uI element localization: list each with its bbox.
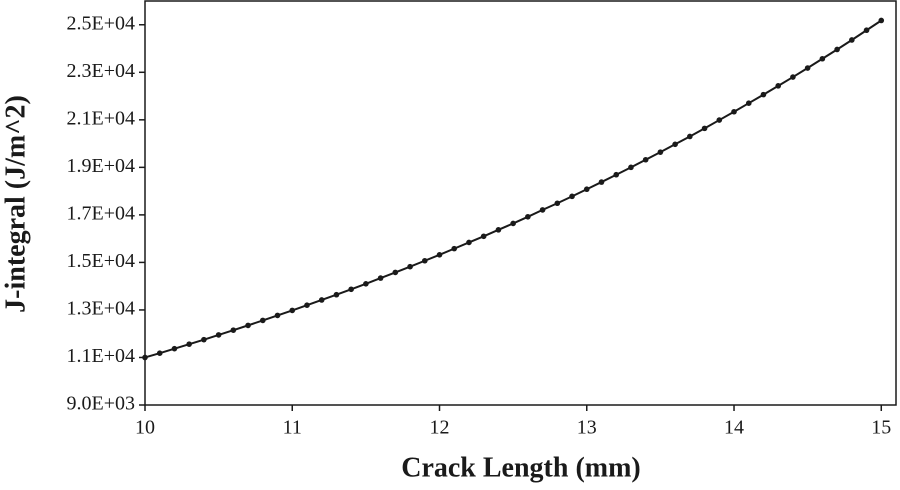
data-point [760, 91, 767, 98]
data-point [687, 133, 693, 140]
data-point [539, 207, 546, 213]
y-tick-label: 2.1E+04 [67, 107, 136, 129]
y-tick-label: 9.0E+03 [67, 393, 136, 415]
x-axis-title: Crack Length (mm) [401, 452, 641, 483]
data-point [819, 55, 826, 62]
data-point [171, 345, 178, 352]
data-point [701, 125, 708, 132]
x-tick-label: 10 [135, 417, 155, 439]
data-point [878, 17, 885, 24]
data-point [510, 220, 516, 227]
x-tick-label: 11 [283, 417, 302, 439]
data-point [186, 341, 192, 347]
x-tick-label: 13 [577, 417, 597, 439]
data-point [348, 286, 354, 293]
x-tick-label: 15 [871, 417, 891, 439]
data-point [613, 171, 620, 178]
data-point [245, 322, 251, 329]
y-tick-label: 2.5E+04 [67, 12, 136, 34]
data-point [554, 200, 561, 207]
data-point [156, 350, 163, 356]
data-point [436, 252, 443, 258]
data-point [642, 156, 649, 163]
data-point [569, 193, 575, 200]
data-point [289, 307, 296, 314]
data-point [215, 332, 222, 338]
y-tick-label: 2.3E+04 [67, 60, 136, 82]
data-point [598, 179, 605, 185]
data-point [775, 83, 781, 89]
data-point [407, 263, 413, 270]
plot-frame [144, 0, 897, 406]
data-point [466, 239, 472, 246]
data-point [790, 74, 796, 80]
data-point [274, 312, 281, 319]
data-point [392, 269, 399, 276]
x-tick-label: 14 [724, 417, 744, 439]
data-point [377, 275, 384, 281]
y-tick-label: 1.9E+04 [67, 155, 136, 177]
data-point [834, 46, 840, 53]
data-point [657, 149, 664, 155]
data-point [333, 291, 340, 298]
data-point [672, 141, 678, 148]
data-point [731, 108, 737, 115]
data-point [318, 297, 325, 303]
y-tick-label: 1.1E+04 [67, 345, 136, 367]
x-tick-label: 12 [430, 417, 450, 439]
data-point [804, 65, 811, 71]
data-point [583, 186, 590, 193]
y-tick-label: 1.7E+04 [67, 202, 136, 224]
data-point [142, 354, 148, 361]
data-point [421, 257, 428, 264]
y-tick-label: 1.3E+04 [67, 298, 136, 320]
data-point [495, 227, 502, 233]
data-point [525, 213, 531, 220]
data-point [849, 37, 855, 43]
data-point [363, 281, 369, 287]
data-point [716, 117, 723, 123]
data-line [144, 19, 882, 359]
y-axis-title: J-integral (J/m^2) [0, 95, 31, 313]
data-point [745, 100, 752, 106]
data-point [230, 327, 237, 333]
y-tick-label: 1.5E+04 [67, 250, 136, 272]
data-point [304, 302, 310, 308]
data-point [480, 233, 487, 240]
data-point [863, 27, 870, 34]
data-point [201, 336, 207, 343]
data-point [628, 164, 634, 171]
data-point [260, 317, 266, 324]
data-point [451, 245, 458, 252]
